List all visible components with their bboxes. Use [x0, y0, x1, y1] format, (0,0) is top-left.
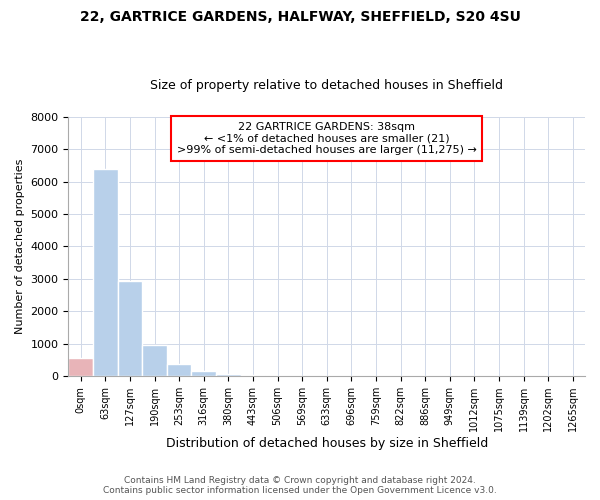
Bar: [118, 281, 142, 376]
Bar: [241, 374, 265, 376]
Bar: [191, 371, 216, 376]
Text: Contains HM Land Registry data © Crown copyright and database right 2024.
Contai: Contains HM Land Registry data © Crown c…: [103, 476, 497, 495]
Y-axis label: Number of detached properties: Number of detached properties: [15, 159, 25, 334]
Title: Size of property relative to detached houses in Sheffield: Size of property relative to detached ho…: [150, 79, 503, 92]
Bar: [216, 374, 241, 376]
X-axis label: Distribution of detached houses by size in Sheffield: Distribution of detached houses by size …: [166, 437, 488, 450]
Bar: [167, 364, 191, 376]
Bar: [93, 168, 118, 376]
Bar: [68, 358, 93, 376]
Text: 22 GARTRICE GARDENS: 38sqm
← <1% of detached houses are smaller (21)
>99% of sem: 22 GARTRICE GARDENS: 38sqm ← <1% of deta…: [177, 122, 476, 155]
Text: 22, GARTRICE GARDENS, HALFWAY, SHEFFIELD, S20 4SU: 22, GARTRICE GARDENS, HALFWAY, SHEFFIELD…: [80, 10, 520, 24]
Bar: [142, 345, 167, 376]
